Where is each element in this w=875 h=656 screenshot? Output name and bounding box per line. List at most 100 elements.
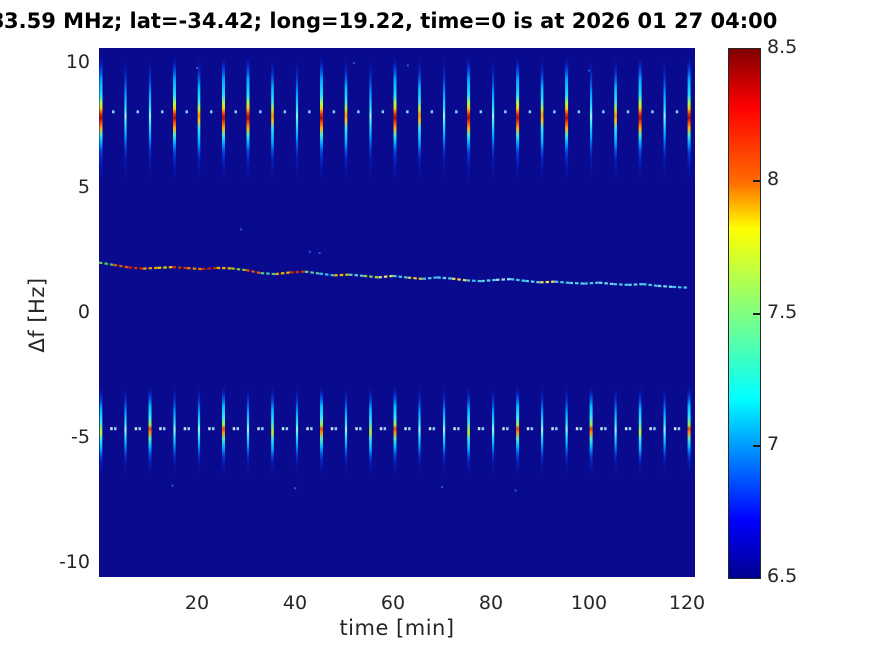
heatmap-dot [530, 427, 534, 431]
noise-speck [406, 64, 409, 67]
lower-streak [344, 384, 348, 481]
heatmap-dot [187, 427, 190, 431]
colorbar-label-6_5: 6.5 [767, 565, 798, 587]
upper-streak [590, 55, 593, 189]
heatmap-dot [159, 427, 162, 431]
lower-streak [271, 384, 274, 481]
colorbar-label-8_5: 8.5 [767, 36, 798, 58]
lower-streak [467, 384, 470, 481]
heatmap-dot [577, 110, 581, 114]
trace-segment [392, 274, 408, 279]
heatmap-dot [481, 427, 485, 431]
heatmap-dot [675, 110, 679, 114]
colorbar-tick-7 [753, 445, 760, 447]
trace-segment [481, 278, 497, 283]
lower-streak [124, 384, 127, 481]
heatmap-dot [185, 110, 188, 114]
heatmap-dot [677, 427, 681, 431]
trace-segment [348, 273, 364, 277]
heatmap-dot [261, 427, 264, 431]
heatmap-dot [453, 427, 456, 431]
noise-speck [294, 487, 297, 490]
heatmap-canvas [99, 48, 695, 577]
heatmap-dot [430, 110, 434, 114]
trace-segment [378, 274, 394, 279]
heatmap-dot [183, 427, 187, 431]
lower-streak [148, 384, 152, 481]
trace-segment [363, 274, 379, 279]
upper-streak [516, 55, 520, 189]
heatmap-dot [528, 110, 532, 114]
heatmap-dot [624, 427, 628, 431]
heatmap-dot [285, 427, 289, 431]
trace-segment [642, 283, 658, 287]
heatmap-dot [428, 427, 432, 431]
trace-segment [231, 267, 247, 272]
heatmap-dot [526, 427, 530, 431]
noise-speck [588, 69, 591, 72]
upper-streak [687, 55, 691, 189]
colorbar-label-7_5: 7.5 [767, 301, 798, 323]
heatmap-dot [628, 427, 632, 431]
x-tick-40: 40 [282, 592, 308, 614]
heatmap-dot [357, 110, 360, 114]
lower-streak [320, 384, 323, 481]
lower-streak [663, 384, 666, 481]
trace-segment [334, 273, 350, 277]
lower-streak [492, 384, 495, 481]
trace-segment [99, 261, 114, 266]
trace-segment [260, 272, 276, 276]
trace-segment [143, 266, 158, 270]
heatmap-dot [283, 110, 287, 114]
heatmap-dot [310, 427, 313, 431]
noise-speck [514, 489, 517, 492]
noise-speck [240, 228, 243, 231]
upper-streak [246, 55, 250, 189]
trace-segment [157, 266, 173, 269]
x-axis-label: time [min] [339, 616, 455, 640]
x-tick-100: 100 [570, 592, 608, 614]
heatmap-dot [575, 427, 579, 431]
heatmap-dot [308, 110, 311, 114]
heatmap-dot [602, 110, 605, 114]
heatmap-dot [579, 427, 583, 431]
upper-streak [197, 55, 201, 189]
trace-segment [245, 269, 261, 275]
heatmap-dot [432, 427, 436, 431]
heatmap-dot [408, 427, 411, 431]
trace-segment [613, 283, 629, 286]
lower-streak [565, 384, 568, 481]
heatmap-dot [334, 427, 338, 431]
heatmap-dot [479, 110, 483, 114]
heatmap-dot [234, 110, 237, 114]
trace-segment [201, 266, 217, 271]
trace-segment [216, 266, 232, 270]
trace-segment [319, 272, 335, 277]
heatmap-dot [381, 110, 385, 114]
noise-speck [171, 484, 174, 487]
colorbar-tick-7_5 [753, 312, 760, 315]
upper-streak [124, 55, 127, 189]
heatmap-dot [506, 427, 509, 431]
heatmap-dot [210, 110, 213, 114]
trace-segment [275, 271, 291, 276]
heatmap-dot [138, 427, 141, 431]
colorbar-label-8: 8 [767, 168, 780, 190]
heatmap-dot [306, 427, 309, 431]
heatmap-dot [406, 110, 409, 114]
upper-streak [173, 55, 176, 189]
heatmap-dot [110, 427, 113, 431]
upper-streak [295, 55, 299, 189]
lower-streak [173, 384, 176, 481]
colorbar-tick-8 [753, 180, 760, 182]
heatmap-dot [212, 427, 215, 431]
heatmap-dot [359, 427, 362, 431]
trace-segment [672, 285, 688, 289]
trace-segment [304, 270, 320, 275]
trace-segment [407, 276, 423, 280]
trace-segment [510, 278, 526, 282]
lower-streak [369, 384, 372, 481]
trace-segment [495, 278, 511, 281]
heatmap-dot [504, 110, 507, 114]
